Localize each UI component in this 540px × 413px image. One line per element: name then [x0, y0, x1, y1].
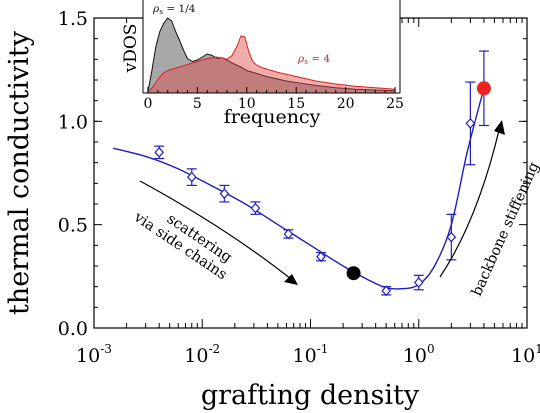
y-tick-label: 0.0 — [58, 318, 88, 340]
x-axis-label: grafting density — [201, 380, 420, 411]
data-point — [283, 228, 294, 240]
data-points-group — [154, 81, 476, 297]
scattering-arrow — [139, 180, 297, 284]
diamond-marker — [283, 228, 294, 240]
inset-x-tick-label: 10 — [238, 96, 256, 112]
label1-sub: s — [304, 57, 308, 66]
inset-area-group — [147, 17, 396, 94]
x-tick-base: 10 — [76, 345, 100, 367]
inset-x-tick-label: 25 — [386, 96, 404, 112]
scattering-arrowhead — [284, 274, 298, 285]
label1-rho: ρ — [297, 53, 305, 65]
highlight-point — [476, 50, 491, 127]
data-point — [315, 251, 326, 263]
y-tick-label: 0.5 — [58, 215, 88, 237]
x-tick-exponent: 1 — [535, 342, 540, 356]
label0-rho: ρ — [152, 3, 160, 15]
inset-area-low-density — [147, 17, 396, 94]
diamond-marker — [154, 146, 164, 158]
diamond-marker — [381, 285, 391, 297]
data-point — [250, 201, 261, 215]
x-tick-base: 10 — [511, 345, 535, 367]
diamond-marker — [219, 188, 230, 200]
inset-series-label-low-density: ρs = 1/4 — [152, 3, 196, 16]
data-point — [381, 285, 392, 297]
inset-chart: 0 5 10 15 20 25 frequency vDOS ρs = 1/4 ρs = … — [121, 0, 404, 128]
x-tick-label: 101 — [511, 342, 540, 367]
inset-x-axis-label: frequency — [224, 106, 321, 128]
diamond-marker — [465, 117, 476, 129]
x-tick-exponent: -1 — [317, 342, 329, 356]
x-tick-base: 10 — [184, 345, 208, 367]
highlight-marker — [346, 266, 361, 281]
inset-ticks: 0 5 10 15 20 25 — [143, 87, 404, 112]
x-tick-label: 100 — [403, 342, 435, 367]
y-tick-label: 1.5 — [58, 8, 88, 30]
inset-y-axis-label: vDOS — [121, 24, 141, 74]
x-tick-base: 10 — [403, 345, 427, 367]
y-axis-label: thermal conductivity — [4, 30, 35, 315]
highlight-point — [346, 266, 361, 281]
inset-series-label-high-density: ρs = 4 — [297, 53, 331, 66]
inset-x-tick-label: 20 — [337, 96, 355, 112]
annotation-backbone-text: backbone stiffening — [469, 160, 540, 299]
inset-area-high-density — [147, 35, 396, 94]
backbone-arrow — [439, 125, 501, 278]
x-tick-label: 10-1 — [293, 342, 329, 367]
x-tick-exponent: -3 — [100, 342, 112, 356]
x-tick-base: 10 — [293, 345, 317, 367]
data-point — [465, 81, 476, 166]
data-point — [413, 274, 424, 291]
annotation-scattering: scattering via side chains — [130, 180, 298, 285]
diamond-marker — [446, 231, 457, 243]
y-tick-label: 1.0 — [58, 111, 88, 133]
diamond-marker — [186, 171, 197, 183]
x-tick-label: 10-3 — [76, 342, 112, 367]
data-point — [186, 168, 197, 186]
diamond-marker — [413, 277, 424, 288]
x-tick-exponent: -2 — [208, 342, 220, 356]
highlight-points-group — [346, 50, 491, 281]
data-point — [446, 213, 457, 261]
diamond-marker — [250, 202, 261, 214]
data-point — [154, 145, 165, 160]
inset-x-tick-label: 5 — [193, 96, 202, 112]
data-point — [219, 184, 230, 203]
inset-x-tick-label: 15 — [287, 96, 305, 112]
inset-x-tick-label: 0 — [143, 96, 152, 112]
main-ticks: 0.00.51.01.510-3 10-2 10-1 100 101 — [58, 8, 540, 367]
x-tick-label: 10-2 — [184, 342, 220, 367]
backbone-arrowhead — [494, 120, 505, 135]
diamond-marker — [316, 251, 326, 263]
svg-text:scattering via side chai: scattering via side chains — [130, 195, 239, 283]
label0-sub: s — [159, 7, 163, 16]
label1-value: = 4 — [308, 53, 330, 65]
highlight-marker — [476, 81, 491, 96]
x-tick-exponent: 0 — [427, 342, 435, 356]
label0-value: = 1/4 — [163, 3, 196, 15]
